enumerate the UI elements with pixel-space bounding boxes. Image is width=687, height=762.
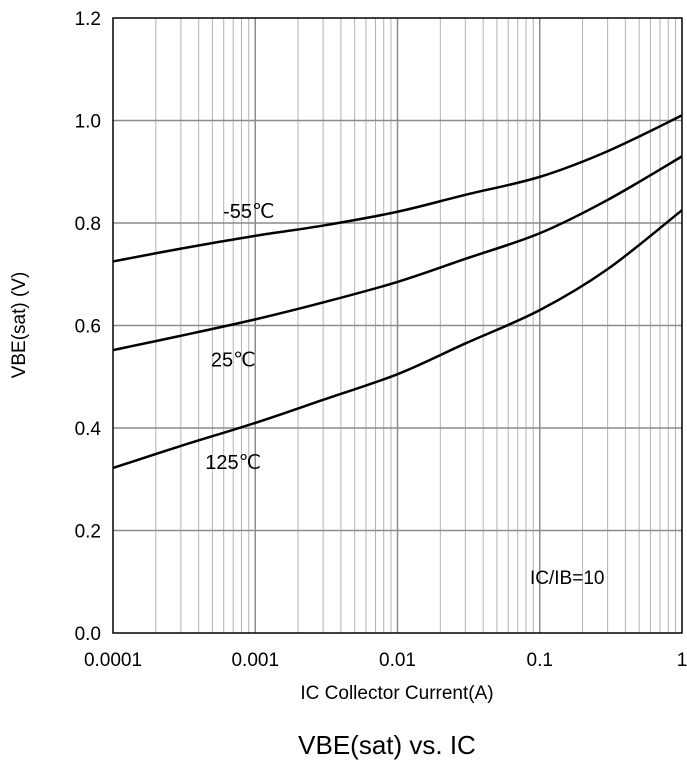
- x-tick-label: 0.01: [379, 650, 416, 671]
- x-tick-label: 1: [677, 650, 687, 671]
- y-tick-label: 0.6: [75, 317, 101, 338]
- series-label: 125℃: [205, 452, 261, 474]
- series-label: -55℃: [223, 201, 274, 223]
- x-axis-label: IC Collector Current(A): [300, 683, 493, 704]
- series-line: [112, 114, 683, 263]
- series-line: [112, 155, 683, 352]
- y-tick-label: 1.2: [75, 9, 101, 30]
- y-tick-label: 1.0: [75, 112, 101, 133]
- series-line: [112, 209, 683, 470]
- x-tick-label: 0.001: [231, 650, 279, 671]
- annotation-label: IC/IB=10: [530, 568, 604, 589]
- series-label: 25℃: [211, 350, 256, 372]
- y-tick-label: 0.8: [75, 214, 101, 235]
- chart-title: VBE(sat) vs. IC: [298, 730, 476, 760]
- series-lines: [112, 114, 683, 470]
- series-labels: -55℃ 25℃ 125℃: [205, 201, 274, 474]
- y-tick-label: 0.4: [75, 419, 102, 440]
- y-tick-label: 0.0: [75, 624, 101, 645]
- y-axis-label: VBE(sat) (V): [9, 272, 30, 379]
- y-tick-labels: 0.0 0.2 0.4 0.6 0.8 1.0 1.2: [75, 9, 102, 645]
- plot-frame: [112, 17, 683, 634]
- x-tick-label: 0.0001: [84, 650, 142, 671]
- x-tick-labels: 0.0001 0.001 0.01 0.1 1: [84, 650, 687, 671]
- major-gridlines: [113, 18, 682, 633]
- x-tick-label: 0.1: [527, 650, 553, 671]
- y-tick-label: 0.2: [75, 522, 101, 543]
